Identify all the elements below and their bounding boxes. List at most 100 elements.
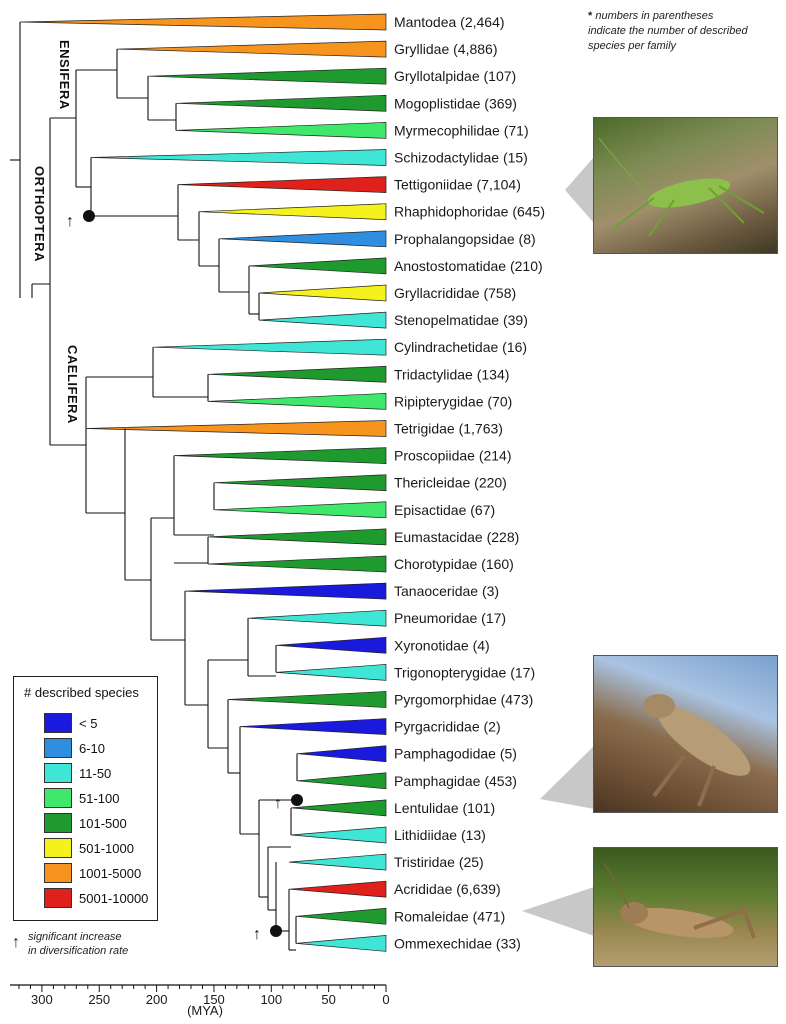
legend-label: 101-500 (79, 815, 127, 831)
up-arrow-icon: ↑ (12, 934, 20, 951)
up-arrow-icon: ↑ (66, 213, 74, 230)
note-line-2: indicate the number of described (588, 25, 748, 37)
legend-item: < 5 (44, 713, 97, 733)
clade-label-caelifera: CAELIFERA (65, 345, 80, 424)
legend-label: 51-100 (79, 790, 120, 806)
taxon-label: Myrmecophilidae (71) (394, 122, 529, 138)
legend-swatch (44, 888, 72, 908)
taxon-triangle (247, 609, 387, 627)
clade-label-orthoptera: ORTHOPTERA (32, 166, 47, 262)
taxon-triangle (175, 94, 387, 112)
taxon-label: Schizodactylidae (15) (394, 150, 528, 166)
legend-item: 6-10 (44, 738, 105, 758)
taxon-triangle (258, 311, 387, 329)
legend-swatch (44, 763, 72, 783)
legend-label: 6-10 (79, 740, 106, 756)
taxon-label: Episactidae (67) (394, 502, 495, 518)
taxon-triangle (248, 257, 387, 275)
taxon-triangle (90, 149, 387, 166)
species-count-note: * numbers in parentheses indicate the nu… (588, 9, 778, 54)
legend-item: 501-1000 (44, 838, 134, 858)
taxon-label: Xyronotidae (4) (394, 637, 490, 653)
axis-unit-label: (MYA) (187, 1003, 223, 1018)
taxon-label: Proscopiidae (214) (394, 448, 512, 464)
katydid-photo (593, 117, 778, 254)
taxon-triangle (184, 582, 387, 600)
taxon-triangle (227, 691, 387, 708)
legend-item: 5001-10000 (44, 888, 148, 908)
taxon-triangle (177, 176, 387, 193)
taxon-triangle (207, 393, 387, 410)
node-dot-tettigonioidea (83, 210, 95, 222)
taxon-triangle (116, 40, 387, 58)
legend-swatch (44, 813, 72, 833)
legend-swatch (44, 713, 72, 733)
taxon-triangle (218, 230, 387, 248)
taxon-label: Anostostomatidae (210) (394, 258, 543, 274)
legend-swatch (44, 738, 72, 758)
note-asterisk: * (588, 10, 593, 22)
legend-item: 11-50 (44, 763, 111, 783)
axis-tick-label: 150 (203, 992, 225, 1007)
diversification-key: ↑ significant increase in diversificatio… (12, 930, 182, 958)
node-dot-pamphagoidea (291, 794, 303, 806)
taxon-triangle (275, 636, 387, 654)
diversification-markers: ↑ ↑ ↑ (66, 210, 303, 943)
taxon-label: Acrididae (6,639) (394, 881, 501, 897)
note-line-3: species per family (588, 40, 677, 52)
taxon-label: Tettigoniidae (7,104) (394, 177, 521, 193)
legend-label: < 5 (79, 715, 98, 731)
taxon-label: Tanaoceridae (3) (394, 583, 499, 599)
time-axis: 300 250 200 150 100 50 0 (10, 984, 390, 1007)
taxon-label: Eumastacidae (228) (394, 529, 519, 545)
taxon-label: Lentulidae (101) (394, 800, 495, 816)
taxon-label: Gryllidae (4,886) (394, 41, 498, 57)
taxon-label: Tetrigidae (1,763) (394, 421, 503, 437)
taxon-triangle (213, 501, 387, 519)
up-arrow-icon: ↑ (274, 795, 282, 812)
taxon-triangle (152, 338, 387, 356)
taxon-label: Mogoplistidae (369) (394, 95, 517, 111)
note-line-1: numbers in parentheses (595, 10, 714, 22)
taxon-label: Ommexechidae (33) (394, 935, 521, 951)
legend-item: 101-500 (44, 813, 127, 833)
taxon-labels: Mantodea (2,464) Gryllidae (4,886) Gryllot… (394, 14, 545, 951)
legend-label: 501-1000 (79, 840, 134, 856)
taxon-triangle (290, 799, 387, 817)
legend-swatch (44, 863, 72, 883)
axis-tick-label: 50 (321, 992, 335, 1007)
taxon-triangle (288, 880, 387, 898)
taxon-label: Chorotypidae (160) (394, 556, 514, 572)
taxon-triangle (207, 365, 387, 383)
taxon-label: Gryllacrididae (758) (394, 285, 516, 301)
axis-tick-label: 300 (31, 992, 53, 1007)
taxon-triangle (85, 420, 387, 437)
species-count-legend: # described species < 5 6-10 11-50 51-100 10… (13, 676, 158, 921)
taxon-triangle (173, 447, 387, 464)
taxon-label: Prophalangopsidae (8) (394, 231, 536, 247)
taxon-label: Cylindrachetidae (16) (394, 339, 527, 355)
legend-label: 11-50 (79, 765, 112, 781)
callout-wedge-tettigoniidae (565, 150, 600, 230)
taxon-label: Tristiridae (25) (394, 854, 484, 870)
legend-swatch (44, 838, 72, 858)
tree-branches (10, 22, 298, 951)
legend-title: # described species (24, 685, 139, 700)
legend-item: 51-100 (44, 788, 119, 808)
node-dot-acridoidea (270, 925, 282, 937)
significance-line-1: significant increase (28, 931, 122, 943)
taxon-triangle (296, 772, 387, 790)
taxon-triangle (207, 528, 387, 546)
up-arrow-icon: ↑ (253, 926, 261, 943)
taxon-triangle (296, 745, 387, 763)
taxon-label: Gryllotalpidae (107) (394, 68, 516, 84)
taxon-label: Pamphagidae (453) (394, 773, 517, 789)
taxon-label: Thericleidae (220) (394, 475, 507, 491)
significance-line-2: in diversification rate (28, 945, 129, 957)
taxon-triangle (295, 907, 387, 925)
taxon-label: Trigonopterygidae (17) (394, 664, 535, 680)
taxon-triangle (295, 935, 387, 952)
callout-wedge-acrididae (522, 885, 600, 938)
taxon-label: Pneumoridae (17) (394, 610, 506, 626)
